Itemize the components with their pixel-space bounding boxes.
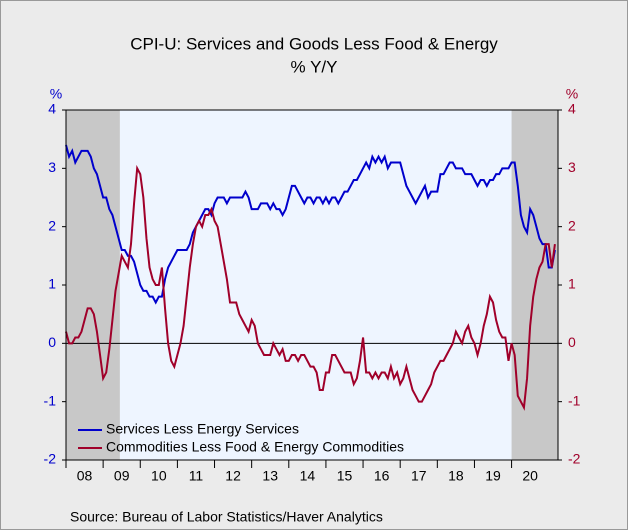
y-tick-label: -1: [44, 392, 57, 408]
series-line: [65, 164, 556, 411]
y2-tick-label: 1: [568, 276, 576, 292]
x-tick-label: 09: [114, 468, 130, 484]
y2-tick-label: 2: [568, 217, 576, 233]
x-tick-label: 18: [448, 468, 464, 484]
y-tick-label: 2: [48, 217, 56, 233]
x-tick-label: 16: [374, 468, 390, 484]
y-tick-label: 0: [48, 334, 56, 350]
y-axis-label: %: [50, 86, 62, 102]
source: Source: Bureau of Labor Statistics/Haver…: [70, 509, 383, 525]
y2-axis-label: %: [566, 86, 578, 102]
x-tick-label: 13: [262, 468, 278, 484]
y2-tick-label: 0: [568, 334, 576, 350]
chart-title: CPI-U: Services and Goods Less Food & En…: [130, 34, 498, 53]
y-tick-label: 1: [48, 276, 56, 292]
plot-border: [65, 109, 559, 461]
x-tick-label: 08: [77, 468, 93, 484]
x-tick-label: 17: [411, 468, 427, 484]
y2-tick-label: -2: [568, 451, 581, 467]
y-tick-label: -2: [44, 451, 57, 467]
chart-subtitle: % Y/Y: [291, 57, 338, 76]
y-tick-label: 4: [48, 101, 56, 117]
series-line: [65, 144, 556, 305]
x-tick-label: 15: [337, 468, 353, 484]
legend-label: Commodities Less Food & Energy Commoditi…: [106, 439, 404, 455]
x-tick-label: 12: [225, 468, 241, 484]
x-tick-label: 19: [485, 468, 501, 484]
y-tick-label: 3: [48, 159, 56, 175]
y2-tick-label: -1: [568, 392, 581, 408]
x-tick-label: 11: [189, 468, 204, 484]
y2-tick-label: 4: [568, 101, 576, 117]
x-tick-label: 10: [151, 468, 167, 484]
plot-area: [66, 110, 558, 460]
x-tick-label: 20: [522, 468, 538, 484]
y2-tick-label: 3: [568, 159, 576, 175]
x-tick-label: 14: [300, 468, 316, 484]
legend-label: Services Less Energy Services: [106, 421, 299, 437]
